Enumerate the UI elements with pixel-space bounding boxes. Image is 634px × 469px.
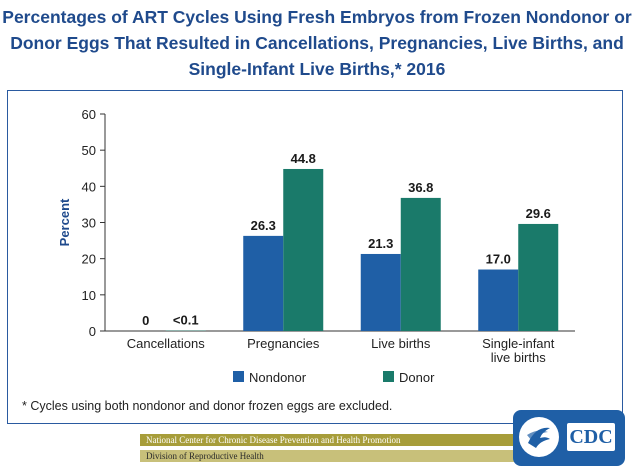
bar-donor — [518, 223, 559, 331]
data-label: 36.8 — [408, 180, 433, 195]
y-tick-label: 10 — [82, 288, 96, 303]
cdc-logo: CDC — [513, 410, 625, 466]
data-label: 26.3 — [251, 218, 276, 233]
x-category-label: Cancellations — [127, 336, 206, 351]
title-line-1: Percentages of ART Cycles Using Fresh Em… — [2, 7, 632, 27]
bar-donor — [400, 197, 441, 331]
bar-nondonor — [243, 235, 284, 331]
data-label: 21.3 — [368, 236, 393, 251]
x-category-label: Live births — [371, 336, 431, 351]
bar-nondonor — [478, 269, 519, 331]
footer-center-name: National Center for Chronic Disease Prev… — [140, 434, 514, 446]
hhs-eagle-icon — [519, 417, 559, 457]
legend-swatch-nondonor — [233, 371, 244, 382]
y-tick-label: 30 — [82, 216, 96, 231]
legend-swatch-donor — [383, 371, 394, 382]
title-line-2: Donor Eggs That Resulted in Cancellation… — [10, 33, 624, 53]
chart-title: Percentages of ART Cycles Using Fresh Em… — [0, 4, 634, 82]
x-category-label: Single-infant — [482, 336, 555, 351]
y-tick-label: 60 — [82, 107, 96, 122]
legend-label-donor: Donor — [399, 370, 435, 385]
x-category-label: live births — [491, 350, 546, 365]
chart-frame — [7, 90, 623, 424]
footnote: * Cycles using both nondonor and donor f… — [22, 399, 393, 413]
data-label: 29.6 — [526, 206, 551, 221]
y-axis-title: Percent — [57, 198, 72, 246]
data-label: 44.8 — [291, 151, 316, 166]
y-tick-label: 0 — [89, 324, 96, 339]
data-label: 17.0 — [486, 252, 511, 267]
cdc-logo-text: CDC — [567, 423, 615, 451]
title-line-3: Single-Infant Live Births,* 2016 — [188, 59, 446, 79]
y-tick-label: 40 — [82, 179, 96, 194]
legend-label-nondonor: Nondonor — [249, 370, 307, 385]
data-label: 0 — [142, 313, 149, 328]
bar-nondonor — [360, 253, 401, 331]
y-tick-label: 20 — [82, 252, 96, 267]
footer-division-name: Division of Reproductive Health — [140, 450, 514, 462]
y-tick-label: 50 — [82, 143, 96, 158]
x-category-label: Pregnancies — [247, 336, 320, 351]
bar-chart: 0 10 20 30 40 50 60 Percent 0 <0.1 Cancellations 26… — [57, 107, 575, 385]
data-label: <0.1 — [173, 313, 199, 328]
bar-donor — [283, 168, 324, 331]
